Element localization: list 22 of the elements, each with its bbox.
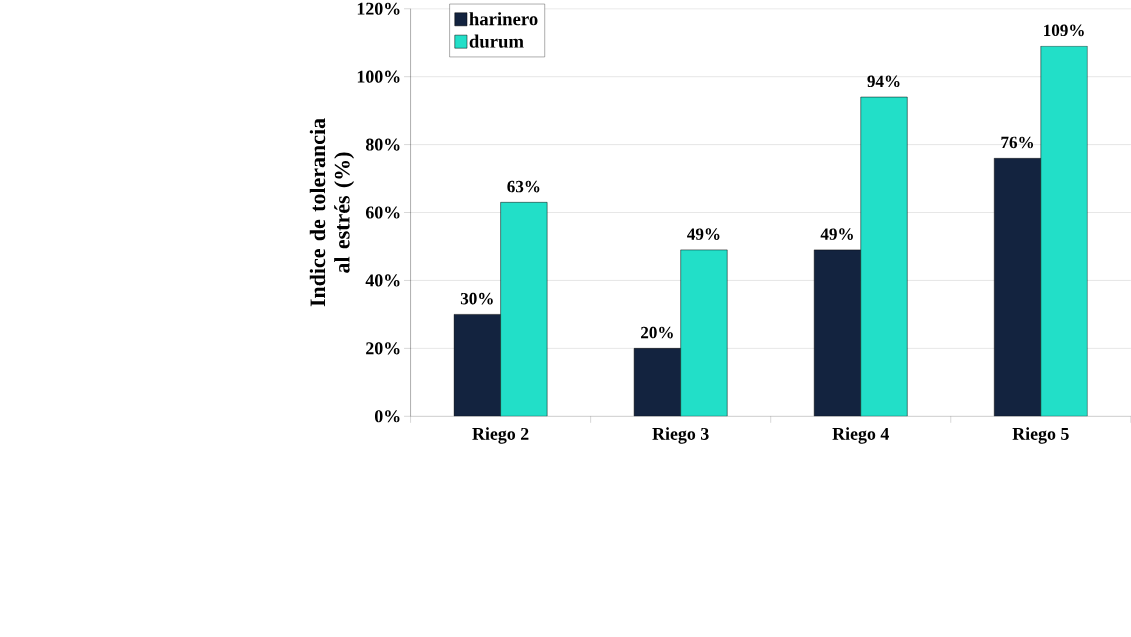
y-tick-label: 100% — [357, 70, 400, 83]
y-tick-label: 60% — [365, 206, 400, 219]
y-axis-title: Indice de tolerancia al estrés (%) — [309, 118, 355, 307]
data-label: 76% — [1001, 136, 1034, 149]
data-label: 109% — [1044, 24, 1084, 37]
y-tick-label: 80% — [365, 138, 400, 151]
data-label: 20% — [641, 326, 673, 339]
legend-label: durum — [469, 34, 524, 48]
data-label: 94% — [867, 75, 900, 88]
y-tick-label: 20% — [366, 342, 400, 355]
x-tick-label: Riego 4 — [832, 427, 889, 444]
x-tick-label: Riego 5 — [1012, 427, 1069, 444]
data-label: 49% — [820, 228, 853, 240]
x-tick-label: Riego 2 — [472, 427, 529, 444]
x-tick-label: Riego 3 — [652, 427, 709, 444]
data-label: 49% — [687, 228, 720, 240]
data-label: 63% — [507, 180, 540, 193]
y-tick-label: 120% — [357, 2, 400, 15]
y-tick-label: 40% — [365, 274, 400, 287]
legend-label: harinero — [469, 12, 538, 26]
y-tick-label: 0% — [374, 410, 400, 423]
data-label: 30% — [460, 292, 493, 305]
